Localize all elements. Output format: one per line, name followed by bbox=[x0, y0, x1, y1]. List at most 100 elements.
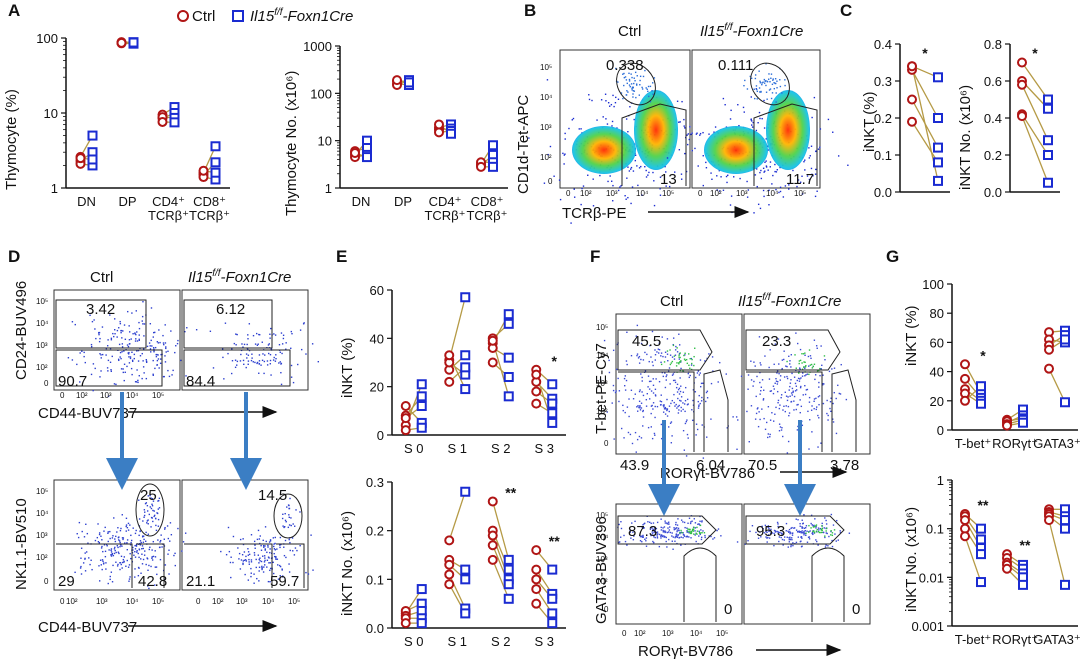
d-dot bbox=[295, 509, 297, 511]
f-dot bbox=[812, 525, 814, 527]
d-dot bbox=[184, 330, 186, 333]
density-dot bbox=[759, 171, 761, 174]
f-green-dot bbox=[820, 528, 823, 530]
f-dot bbox=[647, 521, 649, 523]
f-dot bbox=[675, 534, 677, 536]
d-dot bbox=[84, 558, 86, 560]
d-dot bbox=[133, 357, 136, 360]
f-dot bbox=[666, 338, 669, 340]
f-dot bbox=[811, 531, 814, 534]
d-dot bbox=[139, 530, 141, 533]
f-dot bbox=[663, 408, 666, 410]
d-dot bbox=[253, 540, 256, 543]
inkt-dot bbox=[779, 79, 781, 81]
f-dot bbox=[654, 394, 657, 396]
f-dot bbox=[830, 410, 832, 413]
f-dot bbox=[653, 536, 655, 538]
d-dot bbox=[224, 322, 227, 324]
y-tick-label: 1 bbox=[51, 181, 58, 196]
f-dot bbox=[686, 403, 689, 406]
d-dot bbox=[169, 522, 172, 524]
d-ko-nk-gate bbox=[273, 493, 303, 539]
d-ctrl-top-frame bbox=[53, 289, 181, 391]
f-dot bbox=[706, 436, 708, 438]
d-dot bbox=[111, 581, 114, 583]
d-dot bbox=[269, 569, 271, 572]
f-dot bbox=[737, 419, 739, 421]
f-dot bbox=[830, 397, 832, 399]
f-dot bbox=[639, 405, 641, 407]
f-dot bbox=[636, 406, 638, 408]
inkt-dot bbox=[626, 90, 628, 92]
d-dot bbox=[136, 350, 138, 352]
d-dot bbox=[107, 531, 109, 533]
d-dot bbox=[258, 558, 260, 561]
d-dot bbox=[262, 539, 264, 542]
f-dot bbox=[617, 377, 619, 380]
f-dot bbox=[678, 537, 680, 539]
f-dot bbox=[674, 349, 677, 351]
f-dot bbox=[678, 333, 680, 335]
f-dot bbox=[799, 525, 801, 527]
f-ctrl-top-frame bbox=[615, 313, 743, 455]
d-dot bbox=[81, 530, 83, 533]
f-dot bbox=[802, 522, 804, 524]
svg-text:0: 0 bbox=[60, 391, 65, 400]
d-dot bbox=[83, 355, 85, 358]
ko-point bbox=[488, 140, 498, 151]
density-dot bbox=[774, 163, 776, 166]
d-dot bbox=[236, 360, 239, 363]
f-dot bbox=[701, 520, 703, 522]
density-dot bbox=[751, 120, 753, 122]
density-dot bbox=[769, 166, 771, 168]
d-dot bbox=[120, 368, 123, 370]
inkt-dot bbox=[631, 89, 633, 91]
f-dot bbox=[694, 530, 696, 532]
category-label: S 3 bbox=[534, 441, 554, 456]
f-dot bbox=[701, 521, 703, 523]
density-dot bbox=[769, 161, 772, 163]
f-green-dot bbox=[821, 531, 823, 533]
d-dot bbox=[127, 345, 130, 348]
f-dot bbox=[800, 532, 802, 534]
ctrl-point bbox=[960, 373, 970, 384]
d-dot bbox=[243, 559, 246, 562]
f-green-dot bbox=[691, 529, 694, 532]
f-ko-top-gate-a bbox=[745, 329, 841, 371]
f-dot bbox=[811, 532, 813, 535]
inkt-dot bbox=[648, 95, 650, 98]
f-dot bbox=[824, 536, 826, 539]
d-dot bbox=[124, 371, 126, 374]
d-dot bbox=[143, 509, 146, 511]
d-dot bbox=[151, 345, 153, 347]
f-dot bbox=[798, 531, 801, 533]
d-dot bbox=[99, 337, 101, 340]
d-dot bbox=[241, 553, 244, 556]
d-ko-top-gate-a bbox=[183, 299, 273, 349]
ko-point bbox=[933, 72, 943, 83]
d-dot bbox=[209, 330, 212, 332]
d-dot bbox=[244, 573, 246, 576]
d-dot bbox=[257, 343, 259, 345]
f-dot bbox=[757, 425, 760, 428]
ko-point bbox=[503, 593, 514, 604]
d-dot bbox=[111, 537, 114, 539]
d-dot bbox=[113, 335, 115, 338]
ko-point bbox=[488, 161, 498, 172]
density-dot bbox=[613, 105, 615, 108]
d-dot bbox=[307, 573, 310, 575]
d-dot bbox=[245, 555, 247, 558]
d-dot bbox=[270, 374, 272, 376]
d-dot bbox=[98, 542, 101, 544]
d-dot bbox=[120, 555, 123, 558]
d-dot bbox=[179, 359, 182, 362]
d-dot bbox=[133, 353, 136, 356]
ko-point bbox=[933, 142, 943, 153]
d-dot bbox=[269, 567, 272, 570]
inkt-dot bbox=[770, 97, 773, 100]
f-dot bbox=[674, 381, 677, 384]
f-dot bbox=[667, 521, 670, 523]
f-dot bbox=[778, 536, 781, 538]
d-dot bbox=[90, 559, 92, 561]
d-dot bbox=[248, 561, 250, 563]
